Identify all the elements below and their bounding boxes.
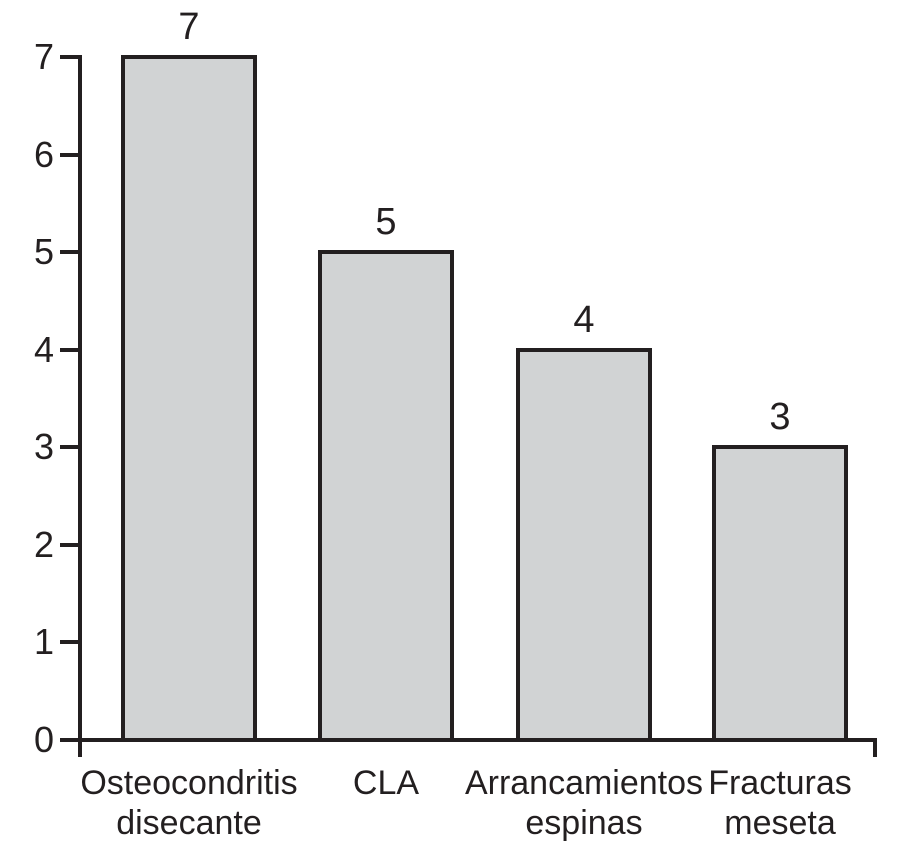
y-axis-tick: [60, 55, 82, 59]
y-axis-tick: [60, 152, 82, 157]
y-axis-tick-label: 2: [33, 523, 54, 565]
x-axis-category-label: Fracturas meseta: [650, 763, 909, 843]
bar: [712, 445, 848, 742]
y-axis-tick-label: 0: [33, 719, 54, 760]
y-axis-tick: [60, 347, 82, 352]
y-axis-tick: [60, 542, 82, 547]
bar: [516, 347, 652, 742]
bar: [121, 55, 257, 742]
x-axis-category-label-line: meseta: [724, 804, 836, 842]
bar-value-label: 7: [178, 6, 200, 48]
x-axis-category-label: Arrancamientos espinas: [454, 763, 714, 843]
y-axis-tick-label: 7: [33, 36, 54, 77]
bar-value-label: 4: [573, 298, 595, 341]
x-axis-category-label: Osteocondritis disecante: [59, 763, 319, 843]
x-axis-category-label: CLA: [256, 763, 516, 803]
x-axis-line: [78, 738, 877, 742]
bar: [318, 250, 454, 742]
y-axis-tick: [60, 738, 82, 742]
x-axis-end-tick: [873, 738, 877, 757]
y-axis-tick-label: 1: [33, 621, 54, 663]
y-axis-tick: [60, 250, 82, 255]
x-axis-category-label-line: Fracturas: [708, 764, 852, 802]
y-axis-tick-label: 5: [33, 231, 54, 273]
y-axis-tick-label: 6: [33, 133, 54, 175]
y-axis-tick-label: 3: [33, 426, 54, 468]
x-axis-category-label-line: Arrancamientos: [464, 764, 704, 802]
bar-value-label: 5: [375, 201, 397, 244]
x-axis-category-label-line: CLA: [352, 764, 420, 802]
x-axis-category-label-line: Osteocondritis: [80, 764, 298, 802]
x-axis-category-label-line: espinas: [525, 804, 643, 842]
y-axis-tick: [60, 640, 82, 645]
y-axis-line: [78, 55, 82, 757]
bar-value-label: 3: [769, 396, 791, 439]
y-axis-tick-label: 4: [33, 328, 54, 370]
x-axis-category-label-line: disecante: [116, 804, 262, 842]
y-axis-tick: [60, 445, 82, 450]
